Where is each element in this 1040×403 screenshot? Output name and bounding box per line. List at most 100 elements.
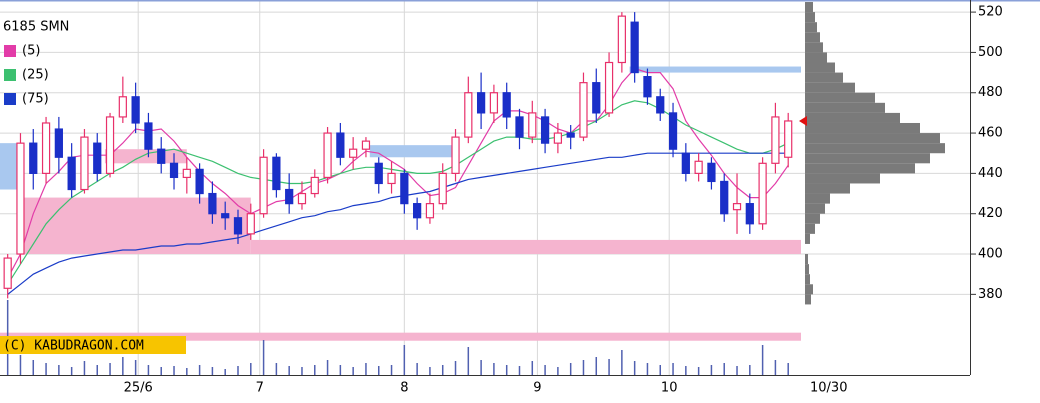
volume-profile-bar (805, 274, 810, 285)
x-tick-label: 7 (256, 381, 264, 396)
volume-profile-bar (805, 82, 855, 93)
volume-profile-bar (805, 72, 843, 83)
volume-profile-bar (805, 254, 808, 265)
y-tick-label: 420 (978, 206, 1003, 221)
legend-label: (25) (22, 68, 49, 83)
candle-body (425, 203, 435, 219)
volume-profile-bar (805, 92, 875, 103)
price-zone (629, 66, 801, 73)
candle-body (476, 92, 486, 114)
candle-body (566, 132, 575, 138)
watermark: (C) KABUDRAGON.COM (3, 339, 144, 354)
candle-body (118, 96, 127, 118)
y-tick-label: 380 (978, 287, 1003, 302)
watermark-bg (0, 336, 186, 354)
candle-body (707, 162, 716, 183)
volume-profile-bar (805, 183, 850, 194)
candle-body (361, 140, 371, 150)
candle-body (105, 116, 115, 174)
volume-profile-bar (805, 52, 827, 63)
candle-body (310, 176, 319, 195)
volume-profile-bar (805, 112, 900, 123)
candle-body (720, 180, 729, 215)
volume-profile-bar (805, 163, 915, 174)
candle-body (745, 203, 754, 225)
candle-body (784, 120, 793, 158)
candle-body (323, 132, 332, 179)
candle-body (604, 61, 614, 114)
candle-body (579, 82, 588, 138)
y-tick-label: 520 (978, 5, 1003, 20)
candle-body (656, 96, 665, 114)
last-date: 10/30 (810, 381, 847, 396)
plot: 380 400 420 440 460 480 500 520 25/6 7 8 9 10 (5) (25)… (3, 5, 1003, 396)
chart-title: 6185 SMN (3, 20, 69, 35)
candle-body (413, 203, 422, 219)
candle-body (515, 116, 524, 138)
candle-body (553, 132, 563, 144)
candle-body (41, 122, 51, 174)
volume-profile-bar (805, 102, 885, 113)
candle-body (233, 217, 243, 235)
x-tick-label: 10 (661, 381, 678, 396)
candle-body (464, 92, 473, 138)
candle-body (694, 160, 703, 174)
volume-profile-bar (805, 284, 813, 295)
candle-body (3, 257, 12, 289)
volume-profile-bar (805, 143, 945, 154)
y-tick-label: 400 (978, 247, 1003, 262)
x-tick-label: 25/6 (124, 381, 153, 396)
y-tick-label: 500 (978, 45, 1003, 60)
candle-body (592, 82, 601, 114)
x-tick-label: 9 (533, 381, 541, 396)
volume-profile-bar (805, 294, 811, 305)
moving-average-line (7, 67, 789, 279)
candle-body (157, 148, 166, 164)
candle-body (297, 192, 307, 205)
legend-swatch (4, 45, 16, 57)
candle-body (285, 188, 294, 205)
candle-body (617, 15, 626, 64)
candle-body (16, 142, 25, 255)
candle-body (67, 156, 76, 191)
candle-body (732, 203, 742, 211)
volume-profile-bar (805, 122, 920, 134)
volume-profile-bar (805, 42, 823, 53)
candle-body (540, 116, 550, 144)
last-price-marker (799, 115, 807, 126)
candle-body (182, 168, 191, 179)
candle-body (169, 162, 179, 179)
candle-body (374, 162, 383, 185)
candle-body (758, 162, 767, 225)
moving-average-line (7, 152, 789, 295)
price-zone (250, 239, 801, 255)
price-zone (369, 145, 456, 158)
volume-profile-bar (805, 264, 809, 275)
price-zone (0, 332, 801, 341)
candle-body (489, 92, 499, 114)
x-tick-label: 8 (400, 381, 408, 396)
volume-profile-bar (805, 153, 930, 164)
candle-body (336, 132, 345, 158)
candle-body (195, 168, 204, 195)
candle-body (771, 116, 780, 164)
candle-body (208, 192, 217, 215)
volume-profile-bar (805, 223, 815, 234)
candle-body (643, 76, 652, 98)
y-tick-label: 440 (978, 166, 1003, 181)
candle-body (681, 152, 690, 174)
candle-body (502, 92, 511, 118)
volume-profile-bar (805, 2, 813, 13)
candle-body (387, 172, 396, 185)
candle-body (451, 136, 460, 174)
candle-body (438, 172, 447, 205)
price-zone (0, 143, 21, 190)
candle-body (131, 96, 140, 124)
volume-profile-bar (805, 193, 830, 204)
legend-swatch (4, 69, 16, 81)
y-tick-label: 480 (978, 85, 1003, 100)
volume-profile-bar (805, 32, 820, 43)
candle-body (349, 148, 358, 158)
volume-profile-bar (805, 12, 815, 23)
